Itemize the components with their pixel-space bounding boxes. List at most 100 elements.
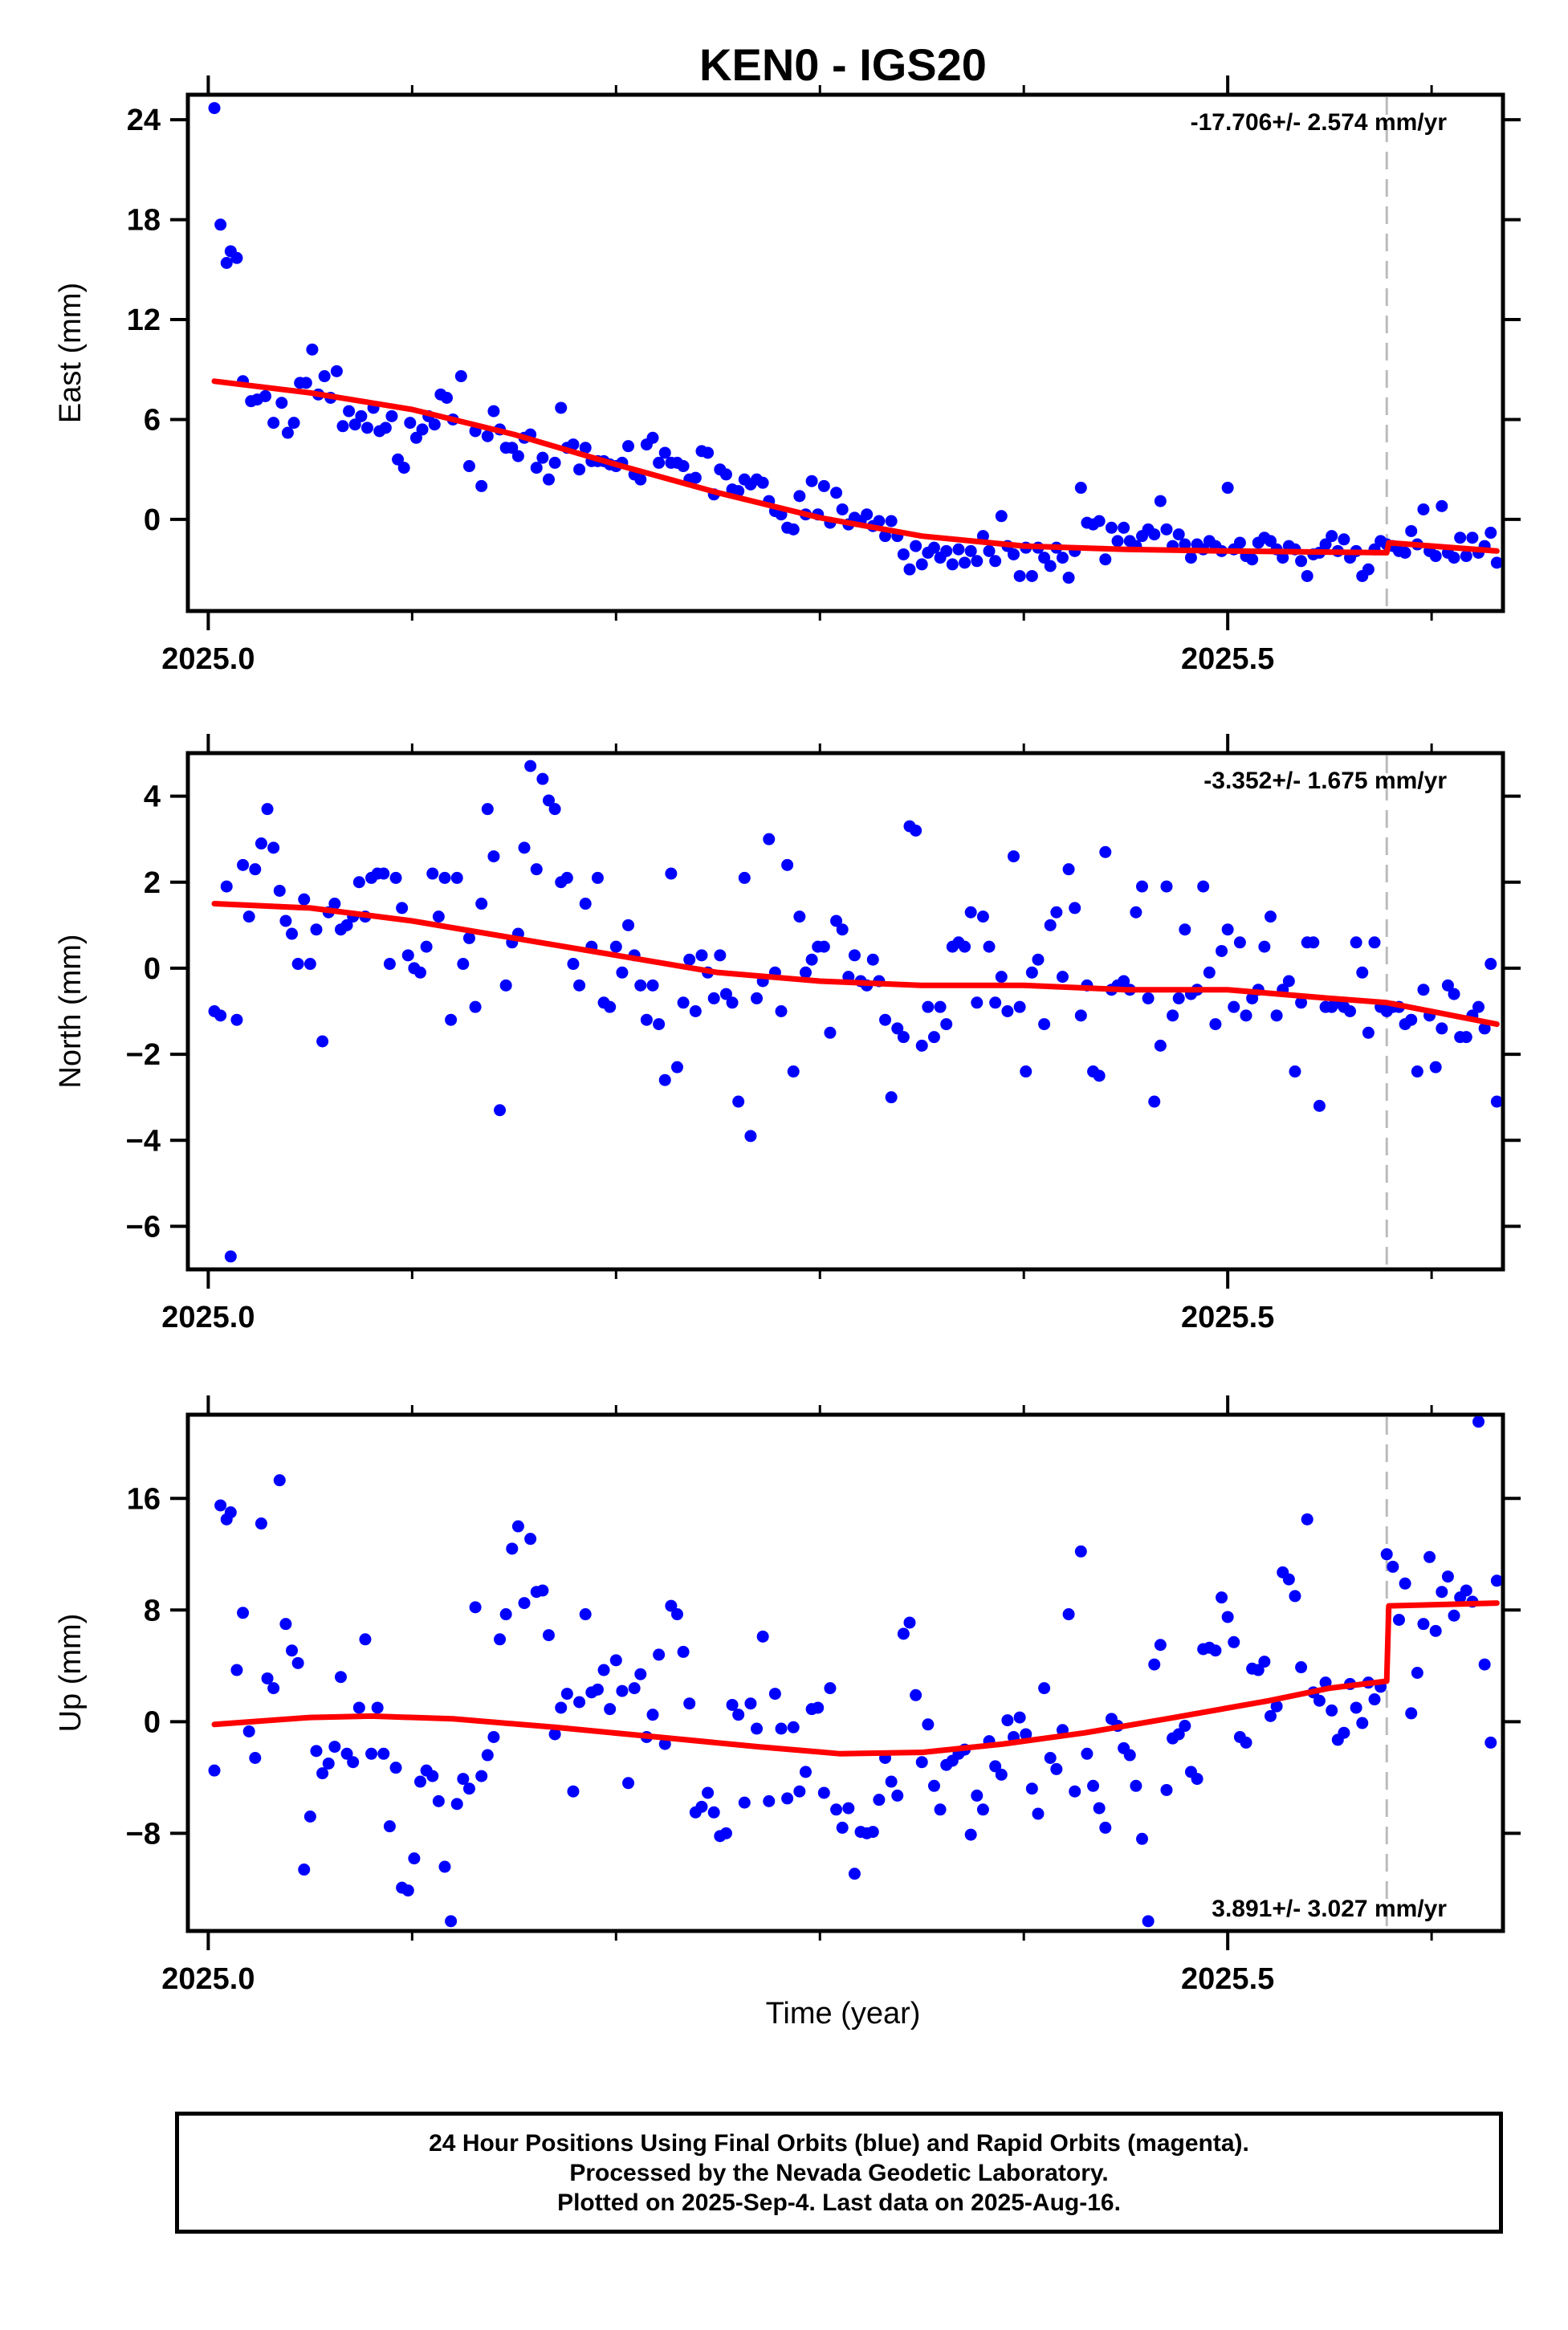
up-data-point (1405, 1707, 1418, 1720)
north-data-point (548, 803, 561, 816)
info-line-plotted-on: Plotted on 2025-Sep-4. Last data on 2025… (557, 2189, 1121, 2216)
up-data-point (279, 1618, 292, 1631)
north-x-tick-label: 2025.0 (161, 1301, 255, 1334)
up-data-point (1490, 1574, 1501, 1587)
north-data-point (1246, 992, 1259, 1004)
north-data-point (1203, 966, 1216, 979)
up-data-point (1301, 1513, 1313, 1525)
up-data-point (334, 1671, 347, 1684)
up-data-point (322, 1757, 335, 1770)
x-axis-label: Time (year) (766, 1997, 921, 2031)
north-data-point (1282, 975, 1295, 988)
up-data-point (812, 1701, 825, 1714)
north-model-line (211, 901, 1500, 1028)
up-data-point (1050, 1762, 1063, 1775)
up-points (208, 1416, 1501, 1928)
north-data-point (622, 919, 635, 931)
east-data-point (1326, 530, 1338, 543)
east-data-point (343, 405, 356, 418)
east-data-point (336, 420, 349, 433)
up-data-point (567, 1785, 580, 1798)
north-data-point (475, 898, 488, 910)
up-x-tick-label: 2025.0 (161, 1962, 255, 1996)
north-data-point (719, 988, 732, 1000)
up-data-point (1093, 1802, 1106, 1815)
up-y-tick-label: −8 (126, 1817, 161, 1851)
up-data-point (591, 1683, 604, 1696)
up-data-point (506, 1542, 519, 1555)
north-data-point (689, 1005, 702, 1017)
north-data-point (1270, 1009, 1283, 1022)
east-data-point (348, 418, 361, 431)
north-points (208, 760, 1501, 1263)
up-data-point (751, 1722, 764, 1735)
up-data-point (298, 1864, 311, 1876)
north-data-point (426, 867, 439, 880)
up-data-point (964, 1828, 977, 1841)
up-data-point (665, 1599, 678, 1612)
east-data-point (653, 456, 666, 469)
up-data-point (1350, 1701, 1362, 1714)
up-data-point (432, 1794, 445, 1807)
east-data-point (1277, 552, 1289, 564)
north-data-point (1025, 966, 1038, 979)
up-y-tick-label: 16 (127, 1482, 161, 1516)
up-data-point (976, 1803, 989, 1816)
east-data-point (1074, 482, 1087, 495)
up-data-point (524, 1533, 537, 1546)
up-data-point (763, 1794, 776, 1807)
north-data-point (224, 1250, 237, 1263)
east-data-point (1160, 523, 1173, 536)
north-data-point (805, 953, 818, 966)
info-line-processed-by: Processed by the Nevada Geodetic Laborat… (569, 2159, 1109, 2186)
north-data-point (1136, 880, 1149, 893)
east-points (208, 102, 1501, 585)
up-data-point (775, 1722, 788, 1735)
north-data-point (1478, 1022, 1491, 1035)
north-y-axis-label: North (mm) (54, 934, 88, 1088)
up-data-point (438, 1860, 451, 1873)
east-data-point (530, 462, 543, 475)
north-data-point (1228, 1000, 1240, 1013)
up-data-point (347, 1756, 360, 1769)
north-data-point (976, 910, 989, 923)
up-rate-label: 3.891+/- 3.027 mm/yr (1212, 1896, 1447, 1922)
east-data-point (548, 456, 561, 469)
up-data-point (1032, 1807, 1045, 1820)
north-data-point (732, 1095, 745, 1108)
up-data-point (1038, 1682, 1051, 1695)
up-data-point (359, 1633, 372, 1646)
east-data-point (1490, 556, 1501, 569)
north-data-point (866, 953, 879, 966)
north-data-point (1313, 1099, 1326, 1112)
up-data-point (383, 1820, 396, 1833)
north-data-point (1179, 923, 1191, 936)
east-data-point (873, 515, 886, 528)
up-data-point (866, 1826, 879, 1839)
up-data-point (352, 1701, 365, 1714)
east-data-point (355, 409, 368, 422)
east-data-point (392, 453, 405, 466)
north-data-point (1417, 984, 1430, 996)
north-data-point (438, 871, 451, 884)
up-data-point (267, 1682, 280, 1695)
east-data-point (995, 510, 1008, 523)
up-data-point (1289, 1590, 1301, 1603)
east-data-point (927, 541, 940, 554)
north-data-point (230, 1013, 243, 1026)
east-data-point (940, 544, 953, 557)
east-data-point (983, 544, 996, 557)
east-data-point (275, 397, 288, 409)
east-data-point (903, 563, 916, 576)
east-data-point (677, 460, 690, 473)
north-data-point (714, 949, 727, 962)
east-data-point (416, 423, 429, 436)
north-data-point (573, 979, 586, 992)
up-data-point (462, 1782, 475, 1795)
north-data-point (781, 858, 794, 871)
up-data-point (1436, 1586, 1448, 1599)
up-data-point (738, 1796, 751, 1809)
north-data-point (542, 794, 555, 807)
up-data-point (1001, 1714, 1014, 1727)
north-data-point (432, 910, 445, 923)
